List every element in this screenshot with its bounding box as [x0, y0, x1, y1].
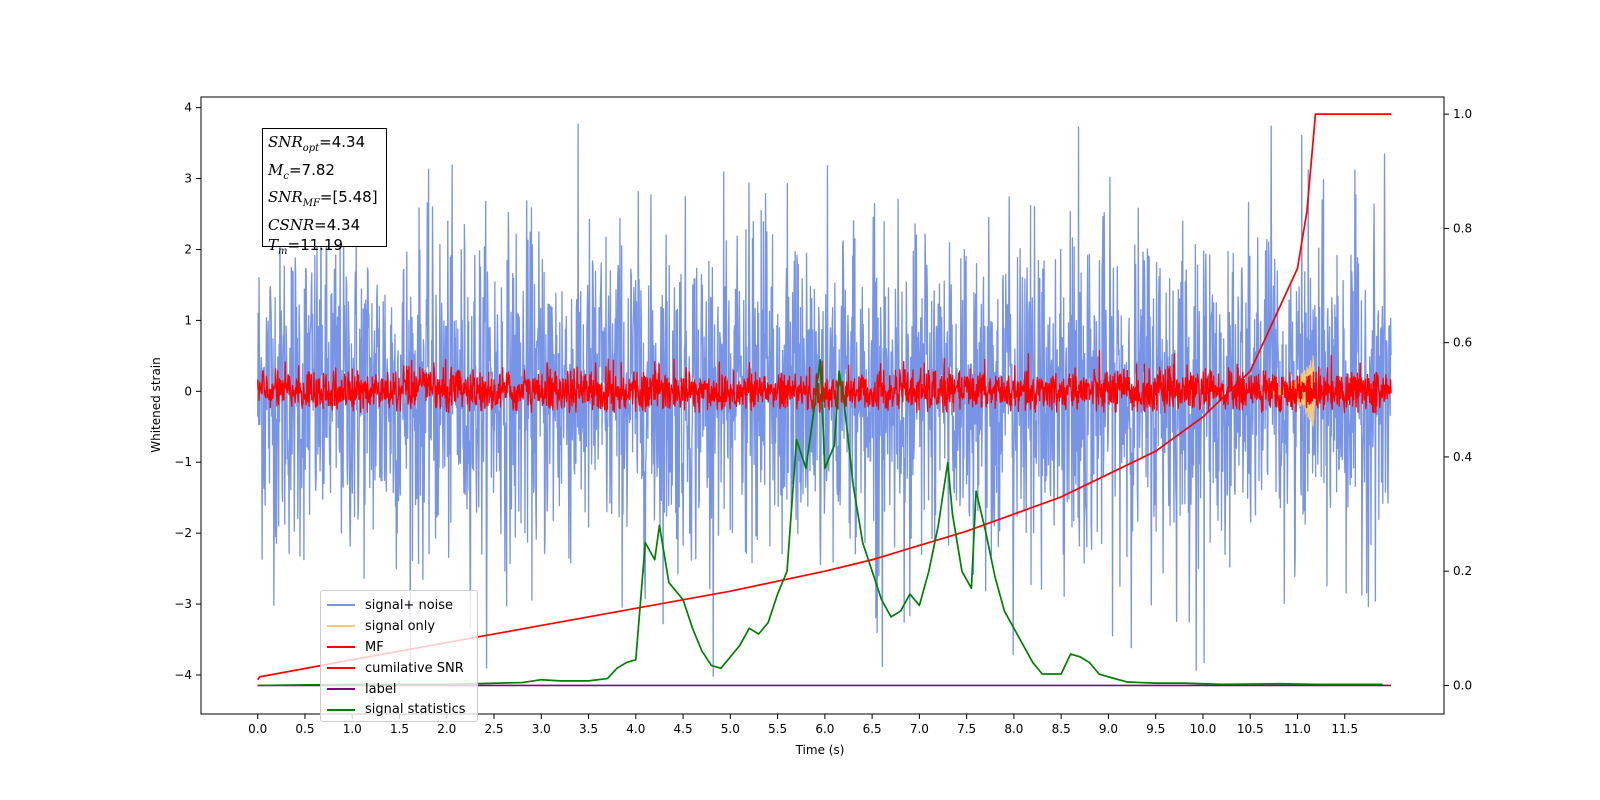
y-left-tick-label: −2: [174, 526, 192, 540]
stat-snr-mf: SNRMF=[5.48]: [268, 188, 378, 209]
y-left-tick-label: 0: [184, 384, 192, 398]
x-tick-label: 6.5: [863, 722, 882, 736]
x-tick-label: 8.5: [1052, 722, 1071, 736]
legend-swatch: [327, 625, 355, 628]
x-tick-label: 3.0: [532, 722, 551, 736]
x-tick-label: 9.0: [1099, 722, 1118, 736]
x-tick-label: 11.0: [1284, 722, 1311, 736]
legend-item-cumulative-snr: cumilative SNR: [327, 658, 477, 679]
x-tick-label: 10.0: [1190, 722, 1217, 736]
y-right-tick-label: 0.6: [1453, 336, 1472, 350]
y-left-tick-label: −3: [174, 597, 192, 611]
y-right-tick-label: 0.4: [1453, 450, 1472, 464]
y-left-tick-label: 2: [184, 242, 192, 256]
x-axis-label: Time (s): [795, 743, 845, 757]
stat-mc: Mc=7.82: [268, 160, 335, 182]
y-left-tick-label: −1: [174, 455, 192, 469]
legend-swatch: [327, 667, 355, 670]
legend-item-signal-statistics: signal statistics: [327, 699, 477, 720]
series-layer: [257, 113, 1392, 687]
x-tick-label: 5.0: [721, 722, 740, 736]
stats-box: SNRopt=4.34 Mc=7.82 SNRMF=[5.48] CSNR=4.…: [262, 128, 387, 257]
x-tick-label: 11.5: [1331, 722, 1358, 736]
x-tick-label: 0.5: [295, 722, 314, 736]
legend-label: MF: [365, 639, 384, 655]
x-tick-label: 1.5: [390, 722, 409, 736]
legend: signal+ noise signal only MF cumilative …: [320, 590, 478, 722]
legend-label: signal statistics: [365, 702, 466, 718]
x-tick-label: 1.0: [343, 722, 362, 736]
series-signal-statistics-line: [257, 358, 1383, 687]
stat-snr-opt-value: =4.34: [319, 133, 366, 151]
y-left-tick-label: 1: [184, 313, 192, 327]
x-tick-label: 2.5: [484, 722, 503, 736]
stat-mc-value: =7.82: [288, 160, 335, 179]
x-tick-label: 3.5: [579, 722, 598, 736]
x-tick-label: 6.0: [815, 722, 834, 736]
x-tick-label: 4.0: [626, 722, 645, 736]
y-left-tick-label: −4: [174, 668, 192, 682]
y-right-tick-label: 0.2: [1453, 564, 1472, 578]
y-right-tick-label: 0.0: [1453, 678, 1472, 692]
y-axis-label: Whitened strain: [149, 357, 163, 453]
series-cumilative-snr-line: [257, 113, 1392, 681]
legend-swatch: [327, 646, 355, 649]
x-tick-label: 9.5: [1146, 722, 1165, 736]
legend-swatch: [327, 604, 355, 607]
legend-item-signal-noise: signal+ noise: [327, 595, 477, 616]
stat-snr-opt: SNRopt=4.34: [268, 133, 366, 154]
y-right-tick-label: 1.0: [1453, 107, 1472, 121]
legend-label: cumilative SNR: [365, 660, 464, 676]
x-tick-label: 5.5: [768, 722, 787, 736]
x-tick-label: 7.0: [910, 722, 929, 736]
series-mf-line: [257, 350, 1392, 414]
legend-item-label: label: [327, 679, 477, 700]
x-tick-label: 4.5: [674, 722, 693, 736]
x-tick-label: 10.5: [1237, 722, 1264, 736]
stat-tm: Tm=11.19: [268, 236, 344, 257]
stat-csnr: CSNR=4.34: [268, 215, 361, 234]
legend-swatch: [327, 708, 355, 711]
legend-label: signal+ noise: [365, 597, 454, 613]
series-signal-noise-line: [257, 123, 1392, 677]
stat-snr-mf-value: =[5.48]: [319, 188, 378, 206]
y-right-tick-label: 0.8: [1453, 221, 1472, 235]
y-left-tick-label: 3: [184, 172, 192, 186]
legend-item-signal-only: signal only: [327, 616, 477, 637]
axis-layer: 0.0 0.5 1.0 1.5 2.0 2.5 3.0 3.5 4.0 4.5 5.0 5.5 6.0 6…: [174, 101, 1472, 736]
legend-item-mf: MF: [327, 637, 477, 658]
y-left-tick-label: 4: [184, 101, 192, 115]
x-tick-label: 8.0: [1004, 722, 1023, 736]
x-tick-label: 0.0: [248, 722, 267, 736]
plot-frame: [200, 96, 1445, 715]
x-tick-label: 2.0: [437, 722, 456, 736]
stat-csnr-value: =4.34: [314, 215, 361, 234]
legend-swatch: [327, 688, 355, 690]
legend-label: signal only: [365, 618, 436, 634]
x-tick-label: 7.5: [957, 722, 976, 736]
legend-label: label: [365, 681, 397, 697]
stat-tm-value: =11.19: [287, 236, 344, 254]
